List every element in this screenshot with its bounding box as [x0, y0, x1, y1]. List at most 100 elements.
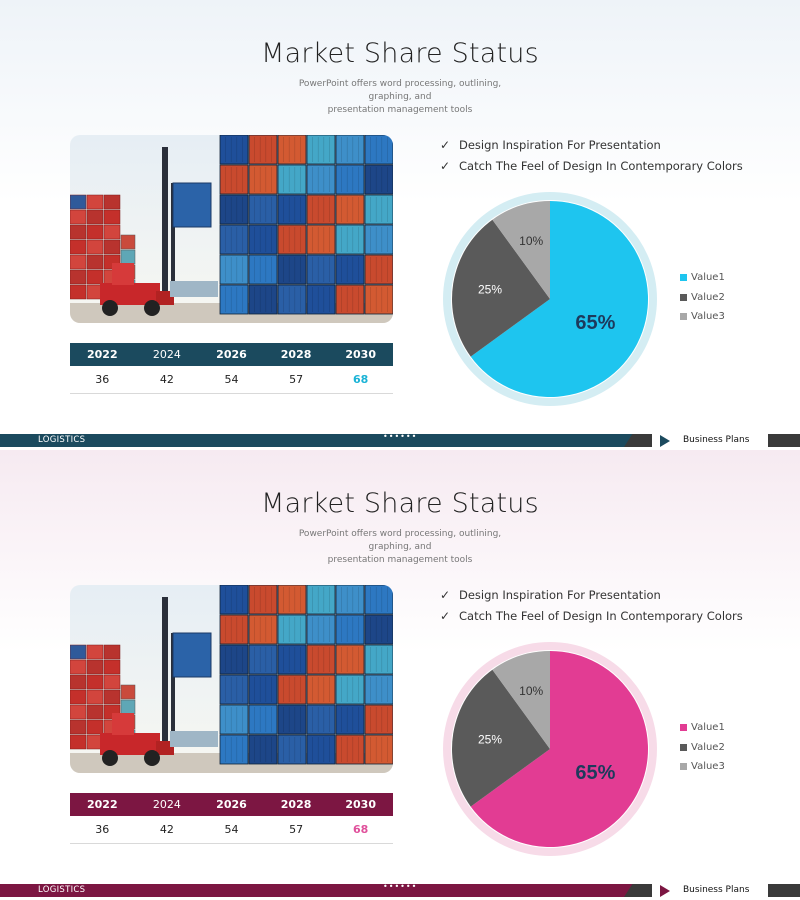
- container: [335, 164, 365, 195]
- container: [219, 674, 249, 705]
- value-cell: 54: [224, 373, 239, 386]
- pie-data-label: 10%: [519, 234, 543, 248]
- footer-label: LOGISTICS: [38, 435, 86, 445]
- container: [306, 224, 336, 255]
- container: [248, 224, 278, 255]
- container: [70, 644, 87, 660]
- container: [306, 614, 336, 645]
- subtitle-line-2: presentation management tools: [327, 555, 473, 565]
- container: [248, 674, 278, 705]
- container: [219, 704, 249, 735]
- triangle-icon: [660, 885, 670, 897]
- value-cell: 36: [95, 373, 110, 386]
- check-icon: ✓: [440, 158, 451, 173]
- year-cell: 2028: [280, 348, 312, 361]
- year-header-row: 2022 2024 2026 2028 2030: [70, 343, 393, 366]
- legend-item: Value2: [680, 288, 725, 308]
- legend-swatch: [680, 274, 687, 282]
- year-cell: 2022: [86, 798, 118, 811]
- container: [277, 674, 307, 705]
- footer-accent-right: [768, 884, 800, 897]
- container: [86, 209, 104, 225]
- container: [335, 224, 365, 255]
- container: [70, 659, 87, 675]
- forklift-wheel: [144, 750, 160, 766]
- pie-data-label: 25%: [478, 283, 502, 297]
- container: [248, 135, 278, 165]
- subtitle-line-1: PowerPoint offers word processing, outli…: [298, 79, 502, 102]
- container: [103, 239, 121, 255]
- container: [277, 164, 307, 195]
- value-cell: 57: [289, 373, 304, 386]
- slide-subtitle: PowerPoint offers word processing, outli…: [280, 528, 520, 567]
- year-cell: 2024: [152, 798, 181, 811]
- container: [219, 585, 249, 615]
- container: [70, 254, 87, 270]
- container: [86, 194, 104, 210]
- year-cell: 2026: [216, 798, 247, 811]
- footer-bar: LOGISTICS ••••••: [0, 432, 652, 447]
- container: [306, 284, 336, 315]
- legend-label: Value2: [691, 741, 725, 753]
- container: [70, 284, 87, 300]
- container: [306, 644, 336, 675]
- forklift-wheel: [144, 300, 160, 316]
- legend-swatch: [680, 313, 687, 321]
- legend-swatch: [680, 743, 687, 751]
- year-table: 2022 2024 2026 2028 2030 36 42 54 57 68: [70, 793, 393, 844]
- container: [86, 659, 104, 675]
- legend-swatch: [680, 763, 687, 771]
- container: [70, 674, 87, 690]
- forklift-cab: [112, 713, 134, 735]
- container: [335, 734, 365, 765]
- year-cell: 2026: [216, 348, 247, 361]
- forklift-mast: [171, 633, 175, 747]
- container: [70, 269, 87, 285]
- legend-label: Value1: [691, 722, 725, 734]
- legend-swatch: [680, 293, 687, 301]
- pie-data-label: 10%: [519, 684, 543, 698]
- bullet-text: Catch The Feel of Design In Contemporary…: [459, 158, 743, 173]
- container: [364, 734, 393, 765]
- slide-subtitle: PowerPoint offers word processing, outli…: [280, 78, 520, 117]
- footer-accent-right: [768, 434, 800, 447]
- container: [219, 614, 249, 645]
- container: [306, 194, 336, 225]
- year-cell: 2030: [345, 348, 376, 361]
- container: [335, 644, 365, 675]
- container: [335, 614, 365, 645]
- bullet-text: Design Inspiration For Presentation: [459, 587, 661, 602]
- container: [248, 164, 278, 195]
- footer-label: LOGISTICS: [38, 885, 86, 895]
- slide-footer: LOGISTICS •••••• Business Plans: [0, 432, 800, 447]
- container: [86, 689, 104, 705]
- container: [70, 224, 87, 240]
- container: [306, 674, 336, 705]
- value-cell: 54: [224, 823, 239, 836]
- forklift-wheel: [102, 300, 118, 316]
- legend-item: Value1: [680, 718, 725, 738]
- forklift-mast: [171, 183, 175, 297]
- pie-data-label: 25%: [478, 733, 502, 747]
- footer-accent: [624, 434, 652, 447]
- year-cell: 2022: [86, 348, 118, 361]
- container: [306, 734, 336, 765]
- forklift-cab: [112, 263, 134, 285]
- container: [248, 614, 278, 645]
- container: [364, 704, 393, 735]
- legend-label: Value1: [691, 272, 725, 284]
- year-header-row: 2022 2024 2026 2028 2030: [70, 793, 393, 816]
- container: [219, 194, 249, 225]
- forklift-front: [156, 291, 174, 305]
- forklift-wheel: [102, 750, 118, 766]
- container: [277, 704, 307, 735]
- container: [248, 254, 278, 285]
- pie-slice-value3: [492, 201, 550, 299]
- container: [277, 734, 307, 765]
- container: [86, 644, 104, 660]
- container: [103, 674, 121, 690]
- container: [120, 234, 136, 250]
- bullet-text: Design Inspiration For Presentation: [459, 137, 661, 152]
- pie-chart: 65% 25% 10%: [443, 642, 657, 856]
- container: [248, 585, 278, 615]
